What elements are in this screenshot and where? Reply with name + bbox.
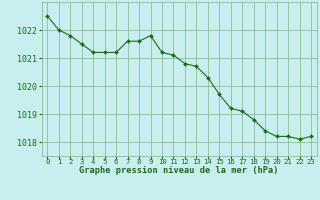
- X-axis label: Graphe pression niveau de la mer (hPa): Graphe pression niveau de la mer (hPa): [79, 166, 279, 175]
